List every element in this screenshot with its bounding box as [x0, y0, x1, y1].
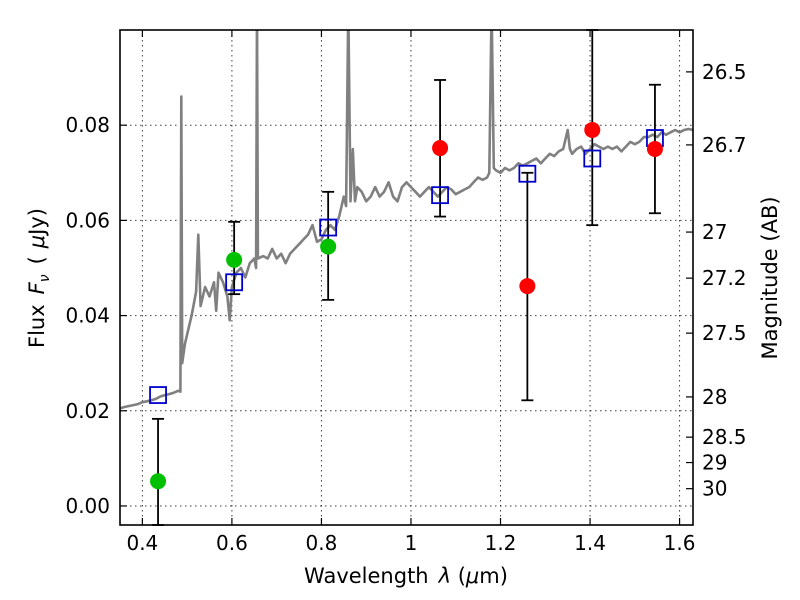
model-square-marker: [319, 218, 338, 237]
red-data-point: [646, 140, 663, 157]
y2-tick-label: 30: [702, 477, 727, 501]
red-data-point: [584, 121, 601, 138]
model-square-marker: [583, 149, 602, 168]
x-tick-label: 0.4: [126, 531, 158, 555]
x-tick-label: 1: [405, 531, 418, 555]
errorbar-layer: [152, 29, 661, 526]
green-data-point: [320, 238, 337, 255]
ticks-layer: 0.4 0.6 0.8 1 1.2 1.4 1.6 0.00 0.02 0.04 0.06 0.08 2…: [65, 30, 747, 555]
x-tick-label: 1.4: [574, 531, 606, 555]
x-tick-label: 0.8: [306, 531, 338, 555]
x-tick-label: 1.6: [664, 531, 696, 555]
y2-tick-label: 28.5: [702, 425, 747, 449]
y2-tick-label: 29: [702, 451, 727, 475]
x-tick-label: 0.6: [216, 531, 248, 555]
y-tick-label: 0.00: [65, 494, 110, 518]
plot-frame: [119, 29, 694, 526]
y2-tick-label: 28: [702, 385, 727, 409]
y2-tick-label: 26.7: [702, 133, 747, 157]
y-axis-title: FluxFν(μJy): [25, 208, 53, 348]
green-data-point: [150, 473, 167, 490]
model-square-marker: [518, 164, 537, 183]
red-data-point: [432, 140, 449, 157]
y2-tick-label: 27: [702, 220, 727, 244]
green-data-point: [226, 251, 243, 268]
y-tick-label: 0.04: [65, 304, 110, 328]
model-square-marker: [431, 186, 449, 205]
y-tick-label: 0.06: [65, 208, 110, 232]
y2-tick-label: 27.5: [702, 321, 747, 345]
points-layer: [149, 121, 664, 490]
grid-layer: [120, 30, 693, 525]
y-tick-label: 0.02: [65, 399, 110, 423]
model-square-marker: [149, 386, 167, 404]
red-data-point: [519, 278, 536, 295]
y2-tick-label: 26.5: [702, 60, 747, 84]
y-tick-label: 0.08: [65, 113, 110, 137]
x-axis-title: Wavelength λ (μm): [304, 564, 508, 588]
spectrum-layer: [120, 30, 693, 410]
model-square-marker: [225, 273, 244, 292]
frame-layer: [119, 29, 694, 526]
x-tick-label: 1.2: [485, 531, 517, 555]
y2-axis-title: Magnitude (AB): [758, 196, 782, 359]
spectrum-line: [120, 30, 693, 410]
y2-tick-label: 27.2: [702, 266, 747, 290]
